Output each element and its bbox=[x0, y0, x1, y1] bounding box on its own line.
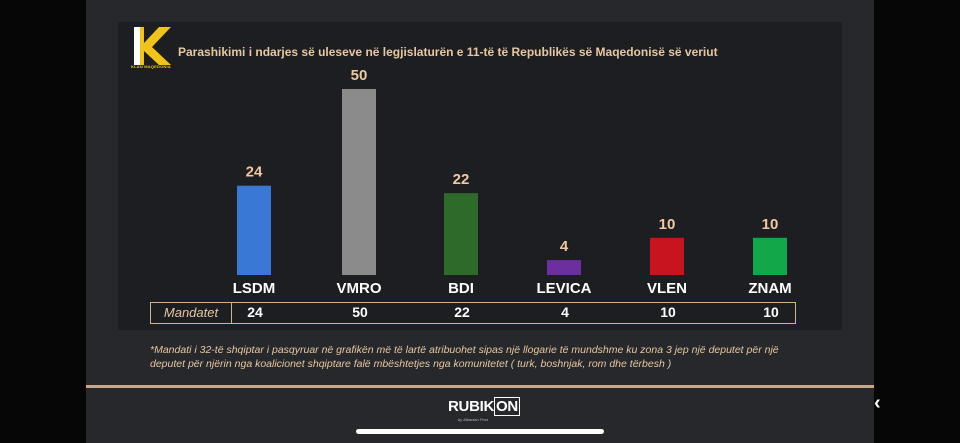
letterbox-right bbox=[874, 0, 960, 443]
klan-logo bbox=[131, 25, 175, 73]
mandates-table: Mandatet 24 50 22 4 10 10 bbox=[150, 302, 796, 324]
category-label-lsdm: LSDM bbox=[233, 280, 276, 297]
bar-value-label: 22 bbox=[453, 171, 470, 188]
brand-left: RUBIK bbox=[448, 398, 494, 415]
logo-caption: KLAN MAQEDONIA bbox=[131, 64, 171, 69]
category-label-vmro: VMRO bbox=[337, 280, 382, 297]
brand-tagline: by Albanian Post bbox=[458, 417, 488, 422]
bar-value-label: 10 bbox=[762, 216, 779, 233]
brand-boxed: ON bbox=[494, 397, 520, 416]
bar-bdi bbox=[444, 193, 478, 275]
table-header: Mandatet bbox=[151, 303, 232, 323]
bar-lsdm bbox=[237, 185, 271, 275]
table-cell: 4 bbox=[561, 304, 569, 320]
bar-value-label: 50 bbox=[351, 67, 368, 84]
table-cell: 10 bbox=[660, 304, 676, 320]
bar-vmro bbox=[342, 89, 376, 275]
table-cell: 50 bbox=[352, 304, 368, 320]
table-cell: 24 bbox=[247, 304, 263, 320]
home-indicator[interactable] bbox=[356, 429, 604, 434]
bar-value-label: 24 bbox=[246, 164, 263, 181]
chart-panel bbox=[118, 22, 842, 330]
video-frame bbox=[86, 0, 874, 443]
category-label-znam: ZNAM bbox=[748, 280, 791, 297]
bar-value-label: 4 bbox=[560, 238, 569, 255]
category-label-levica: LEVICA bbox=[536, 280, 591, 297]
chart-title: Parashikimi i ndarjes së uleseve në legj… bbox=[178, 45, 718, 59]
category-label-vlen: VLEN bbox=[647, 280, 687, 297]
bar-vlen bbox=[650, 237, 684, 275]
footnote: *Mandati i 32-të shqiptar i pasqyruar në… bbox=[150, 344, 779, 370]
bar-znam bbox=[753, 237, 787, 275]
chevron-left-icon[interactable]: ‹ bbox=[874, 392, 881, 414]
bar-value-label: 10 bbox=[659, 216, 676, 233]
letterbox-left bbox=[0, 0, 86, 443]
table-cell: 10 bbox=[763, 304, 779, 320]
rubikon-logo: RUBIK ON bbox=[448, 397, 520, 416]
divider-line bbox=[86, 385, 874, 388]
table-cell: 22 bbox=[454, 304, 470, 320]
bar-levica bbox=[547, 260, 581, 275]
category-label-bdi: BDI bbox=[448, 280, 474, 297]
